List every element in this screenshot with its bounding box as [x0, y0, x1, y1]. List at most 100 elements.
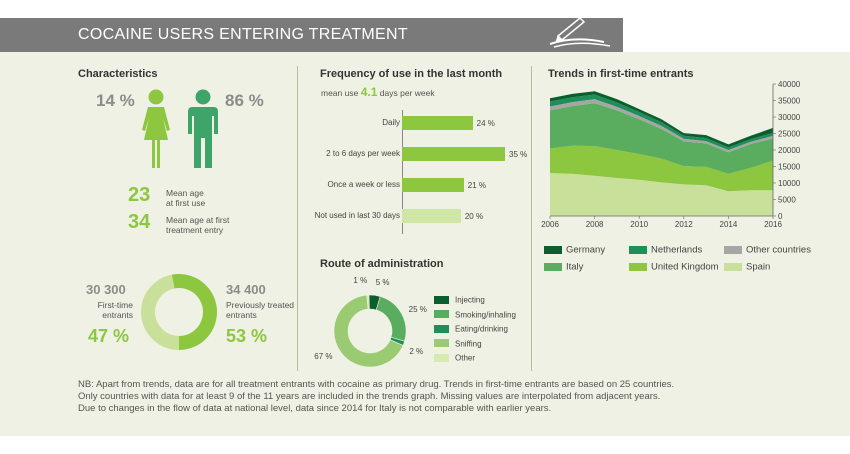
route-legend-item: Other — [434, 349, 475, 367]
x-tick-label: 2012 — [675, 220, 693, 229]
route-slice-sniffing — [333, 294, 404, 368]
x-tick-label: 2016 — [764, 220, 782, 229]
bar-value-label: 20 % — [464, 212, 484, 221]
legend-swatch — [629, 245, 647, 254]
legend-swatch — [724, 262, 742, 271]
mean-age-treatment-label: Mean age at first treatment entry — [166, 215, 230, 235]
characteristics-title: Characteristics — [78, 68, 158, 80]
male-icon — [188, 89, 218, 168]
route-legend-item: Sniffing — [434, 335, 482, 353]
trends-legend-item: Italy — [544, 258, 583, 276]
y-tick-label: 25000 — [778, 130, 801, 139]
y-tick-label: 20000 — [778, 146, 801, 155]
legend-swatch — [544, 262, 562, 271]
first-time-percentage: 47 % — [88, 326, 130, 346]
legend-label: Other countries — [746, 244, 811, 256]
y-tick-label: 35000 — [778, 97, 801, 106]
legend-label: Other — [455, 353, 476, 363]
legend-label: Eating/drinking — [455, 324, 508, 334]
donut-slice-first-time — [141, 274, 179, 350]
female-icon — [142, 89, 170, 168]
legend-label: Italy — [566, 261, 584, 273]
trends-title: Trends in first-time entrants — [548, 68, 694, 80]
area-series-spain — [550, 173, 773, 216]
route-title: Route of administration — [320, 258, 444, 270]
trends-legend-item: Spain — [724, 258, 770, 276]
mean-age-first-use: 23 — [128, 184, 151, 206]
route-legend-item: Eating/drinking — [434, 320, 508, 338]
legend-label: Smoking/inhaling — [455, 309, 516, 319]
column-divider — [297, 66, 298, 371]
route-donut-chart — [333, 294, 407, 368]
trends-legend-item: United Kingdom — [629, 258, 719, 276]
x-tick-label: 2008 — [586, 220, 604, 229]
x-tick-label: 2006 — [541, 220, 559, 229]
trends-legend: Germany Netherlands Other countries Italy Un… — [544, 241, 834, 275]
trends-area-chart: 0 5000 10000 15000 20000 25000 30000 35000 40000… — [541, 80, 801, 229]
footnote-line: NB: Apart from trends, data are for all … — [78, 379, 675, 390]
route-value-label: 2 % — [409, 347, 424, 357]
bar-value-label: 24 % — [476, 119, 495, 128]
female-percentage: 14 % — [96, 91, 135, 110]
legend-swatch — [724, 245, 742, 254]
legend-label: United Kingdom — [651, 261, 719, 273]
footnote-line: Due to changes in the flow of data at na… — [78, 403, 552, 414]
legend-swatch — [434, 353, 449, 362]
bar-value-label: 21 % — [467, 181, 487, 190]
previously-treated-count: 34 400 — [226, 282, 266, 297]
bar — [402, 116, 473, 130]
route-value-label: 25 % — [408, 304, 427, 314]
bar — [402, 147, 505, 161]
y-tick-label: 30000 — [778, 113, 801, 122]
legend-swatch — [629, 262, 647, 271]
trends-legend-item: Other countries — [724, 241, 811, 259]
mean-use-value: 4.1 — [360, 85, 378, 99]
legend-label: Spain — [746, 261, 771, 273]
bar-category-label: 2 to 6 days per week — [326, 149, 400, 158]
area-series-united-kingdom — [550, 145, 773, 192]
route-value-label: 5 % — [375, 278, 390, 288]
area-series-other-countries — [550, 99, 773, 153]
mean-use-prefix: mean use — [321, 88, 359, 98]
legend-swatch — [544, 245, 562, 254]
frequency-bar-chart: Daily 24 % 2 to 6 days per week 35 % Once a … — [290, 108, 530, 238]
mean-age-treatment: 34 — [128, 211, 151, 233]
bar-category-label: Once a week or less — [327, 180, 400, 189]
x-tick-label: 2014 — [720, 220, 738, 229]
legend-swatch — [434, 310, 449, 319]
route-value-label: 67 % — [314, 351, 333, 361]
bar-axis-line — [402, 110, 403, 234]
bar — [402, 209, 461, 223]
legend-label: Injecting — [455, 295, 485, 305]
mean-age-first-use-label: Mean age at first use — [166, 188, 206, 208]
male-percentage: 86 % — [225, 91, 264, 110]
frequency-title: Frequency of use in the last month — [320, 68, 503, 80]
x-tick-label: 2010 — [630, 220, 648, 229]
legend-swatch — [434, 324, 449, 333]
header-bar — [0, 18, 623, 52]
route-legend-item: Smoking/inhaling — [434, 306, 516, 324]
column-divider — [531, 66, 532, 371]
legend-swatch — [434, 339, 449, 348]
y-tick-label: 15000 — [778, 163, 801, 172]
previously-treated-percentage: 53 % — [226, 326, 268, 346]
legend-swatch — [434, 295, 449, 304]
footnote-line: Only countries with data for at least 9 … — [78, 391, 661, 402]
entrants-donut-chart — [141, 274, 218, 350]
first-time-label: First-time entrants — [97, 300, 133, 320]
y-tick-label: 0 — [778, 212, 783, 221]
first-time-count: 30 300 — [86, 282, 126, 297]
footnote: NB: Apart from trends, data are for all … — [78, 379, 838, 415]
route-slice-smoking-inhaling — [375, 296, 407, 342]
donut-slice-previously-treated — [171, 274, 218, 350]
trends-legend-item: Netherlands — [629, 241, 702, 259]
bar-category-label: Not used in last 30 days — [314, 211, 400, 220]
previously-treated-label: Previously treated entrants — [226, 300, 295, 320]
bar — [402, 178, 464, 192]
route-value-label: 1 % — [353, 276, 368, 286]
mean-use-line: mean use 4.1 days per week — [321, 85, 435, 99]
legend-label: Netherlands — [651, 244, 703, 256]
route-legend-item: Injecting — [434, 291, 485, 309]
bar-value-label: 35 % — [509, 150, 528, 159]
trends-legend-item: Germany — [544, 241, 605, 259]
